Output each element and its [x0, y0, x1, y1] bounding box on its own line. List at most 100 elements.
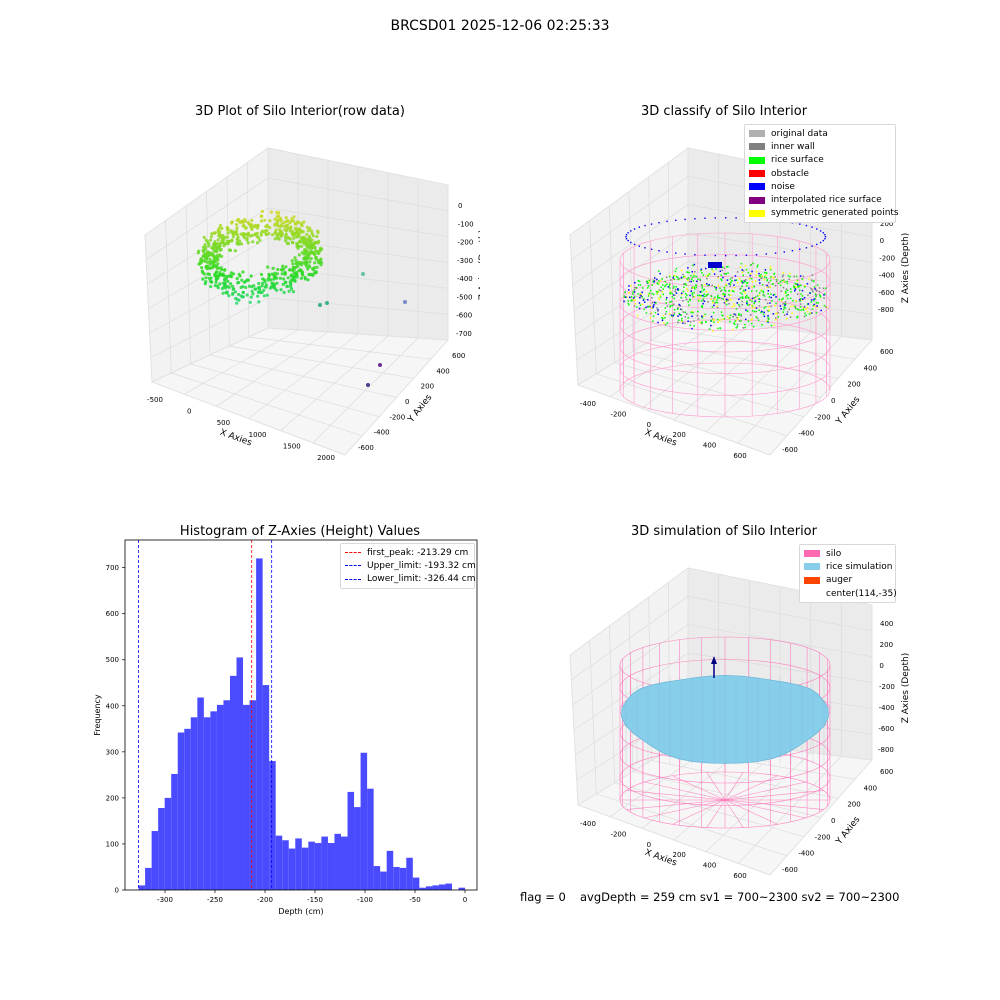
data-point [308, 236, 312, 240]
data-point [299, 223, 304, 227]
classified-point [769, 302, 771, 304]
classified-point [816, 284, 819, 286]
classified-point [695, 284, 697, 287]
x-tick-label: -250 [207, 896, 223, 904]
classified-point [740, 287, 742, 290]
classified-point [771, 276, 773, 278]
classified-point [806, 283, 809, 285]
classified-point [679, 313, 681, 316]
classified-point [712, 301, 714, 304]
classified-point [736, 323, 739, 326]
data-point [213, 249, 218, 253]
classified-point [723, 289, 726, 291]
x-tick-label: 0 [647, 841, 651, 849]
classified-point [649, 304, 651, 307]
classified-point [766, 272, 768, 274]
data-point [229, 275, 233, 279]
classified-point [815, 294, 817, 296]
data-point [243, 236, 247, 240]
classified-point [765, 277, 768, 279]
data-point [239, 242, 244, 246]
data-point [278, 276, 282, 280]
classified-point [822, 287, 825, 290]
classified-point [729, 278, 732, 280]
data-point [246, 241, 250, 245]
data-point [247, 222, 251, 226]
classified-point [703, 288, 705, 291]
classified-point [698, 298, 700, 301]
classified-point [669, 292, 671, 295]
legend-swatch [749, 143, 765, 151]
classified-point [669, 290, 672, 292]
classified-point [764, 298, 767, 301]
classified-point [639, 293, 642, 295]
histogram-bar [138, 885, 146, 890]
classified-point [641, 296, 644, 298]
data-point [201, 248, 205, 252]
classified-point [792, 299, 794, 302]
classified-point [671, 296, 673, 298]
classified-point [640, 294, 643, 296]
depth-readout: avgDepth = 259 cm sv1 = 700~2300 sv2 = 7… [580, 890, 900, 904]
data-point [282, 220, 287, 224]
classified-point [700, 305, 703, 308]
data-point [218, 235, 223, 239]
data-point [200, 269, 204, 273]
x-tick-label: 0 [463, 896, 467, 904]
classified-point [729, 283, 732, 285]
data-point [228, 248, 233, 252]
noise-point [735, 254, 737, 257]
classified-point [738, 298, 740, 300]
classified-point [636, 314, 639, 317]
data-point [243, 217, 247, 222]
classified-point [801, 295, 804, 297]
outlier-point [378, 363, 382, 367]
data-point [271, 233, 275, 237]
classified-point [769, 286, 771, 288]
classified-point [673, 312, 676, 314]
data-point [235, 301, 239, 305]
classified-point [661, 278, 663, 280]
data-point [208, 252, 212, 256]
data-point [262, 294, 266, 298]
x-tick-label: -500 [147, 396, 163, 404]
data-point [222, 285, 226, 289]
z-tick-label: -800 [878, 306, 894, 314]
data-point [295, 262, 299, 266]
classified-point [745, 296, 747, 298]
y-tick-label: 0 [115, 887, 119, 895]
classified-point [656, 292, 658, 294]
classified-point [768, 281, 770, 284]
data-point [248, 300, 252, 304]
noise-point [822, 239, 824, 242]
classified-point [665, 298, 667, 301]
legend-swatch [345, 578, 361, 580]
legend-entry: Upper_limit: -193.32 cm [341, 559, 476, 572]
classified-point [687, 271, 689, 273]
classified-point [750, 314, 752, 316]
classified-point [823, 304, 826, 307]
classified-point [815, 295, 817, 297]
classified-point [801, 289, 804, 292]
classified-point [725, 300, 728, 302]
noise-point [725, 217, 727, 219]
flag-readout: flag = 0 [520, 890, 566, 904]
data-point [227, 294, 231, 298]
data-point [229, 221, 234, 225]
data-point [307, 264, 311, 268]
data-point [284, 224, 288, 228]
classified-point [758, 294, 761, 296]
classified-point [680, 276, 683, 279]
data-point [263, 280, 267, 284]
classified-point [713, 273, 716, 275]
y-axis-label: Frequency [93, 694, 102, 736]
y-tick-label: 700 [106, 564, 119, 572]
classified-point [686, 294, 688, 296]
classified-point [740, 313, 742, 316]
classified-point [697, 278, 699, 280]
auger-tip [711, 656, 717, 664]
classified-point [750, 273, 752, 275]
classified-point [700, 269, 702, 272]
data-point [251, 292, 255, 296]
classified-point [753, 325, 755, 328]
